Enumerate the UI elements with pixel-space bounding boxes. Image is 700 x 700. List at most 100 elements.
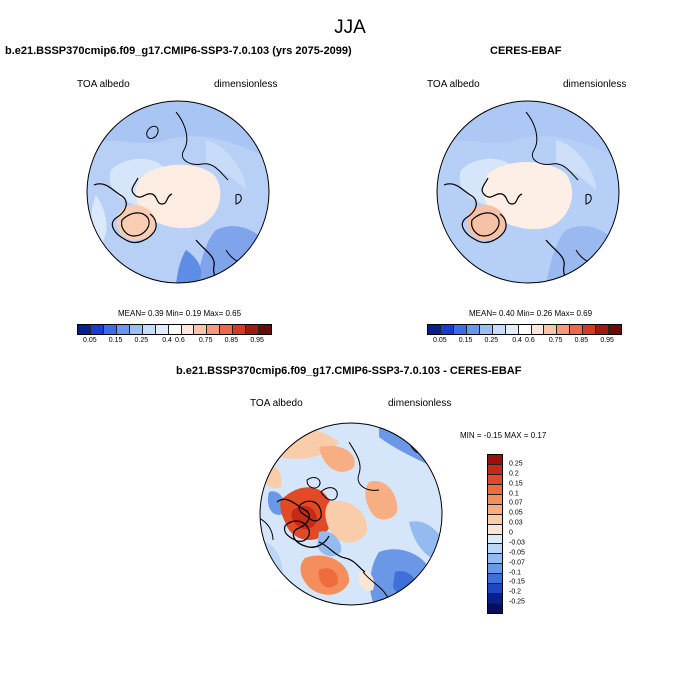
colorbar-tick-label: 0.25	[484, 337, 499, 344]
diff-colorbar-tick-label: -0.05	[509, 549, 525, 557]
colorbar-swatch	[440, 325, 454, 334]
diff-max-value: 0.17	[530, 431, 547, 440]
diff-colorbar-tick-label: -0.1	[509, 569, 522, 576]
panel-2-units-label: dimensionless	[563, 79, 627, 90]
colorbar-swatch	[596, 325, 610, 334]
panel-2-max-label: Max=	[554, 309, 575, 318]
diff-colorbar-swatch	[488, 474, 502, 485]
panel-2-mean-label: MEAN=	[469, 309, 497, 318]
diff-stats: MIN = -0.15 MAX = 0.17	[460, 431, 546, 440]
diff-colorbar-tick-label: -0.15	[509, 578, 525, 586]
colorbar-tick-label: 0.6	[525, 337, 535, 344]
colorbar-swatch	[583, 325, 597, 334]
panel-1-mean-value: 0.39	[148, 309, 164, 318]
colorbar-swatch	[557, 325, 571, 334]
colorbar-swatch	[453, 325, 467, 334]
colorbar-swatch	[155, 325, 169, 334]
diff-min-value: -0.15	[483, 431, 503, 440]
panel-1-colorbar	[77, 324, 272, 335]
colorbar-swatch	[194, 325, 208, 334]
colorbar-swatch	[116, 325, 130, 334]
panel-title-model: b.e21.BSSP370cmip6.f09_g17.CMIP6-SSP3-7.…	[5, 45, 352, 57]
colorbar-tick-label: 0.4	[512, 337, 522, 344]
panel-2-stats: MEAN= 0.40 Min= 0.26 Max= 0.69	[469, 309, 592, 318]
colorbar-swatch	[531, 325, 545, 334]
panel-1-colorbar-ticks: 0.05 0.15 0.25 0.4 0.6 0.75 0.85 0.95	[77, 337, 270, 347]
colorbar-swatch	[505, 325, 519, 334]
colorbar-swatch	[233, 325, 247, 334]
colorbar-swatch	[207, 325, 221, 334]
diff-colorbar-tick-label: 0.25	[509, 460, 523, 468]
colorbar-tick-label: 0.85	[224, 337, 239, 344]
colorbar-tick-label: 0.05	[433, 337, 447, 344]
colorbar-swatch	[570, 325, 584, 334]
diff-colorbar-tick-label: 0.05	[509, 509, 523, 517]
colorbar-swatch	[479, 325, 493, 334]
diff-variable-label: TOA albedo	[250, 398, 303, 409]
diff-colorbar-tick-label: -0.07	[509, 559, 525, 567]
panel-1-stats: MEAN= 0.39 Min= 0.19 Max= 0.65	[118, 309, 241, 318]
panel-2-mean-value: 0.40	[499, 309, 515, 318]
colorbar-swatch	[129, 325, 143, 334]
diff-colorbar-tick-label: 0.1	[509, 490, 519, 497]
diff-max-label: MAX =	[504, 431, 529, 440]
colorbar-swatch	[168, 325, 182, 334]
diff-colorbar-swatch	[488, 455, 502, 465]
panel-1-min-value: 0.19	[185, 309, 202, 318]
colorbar-swatch	[466, 325, 480, 334]
diff-polar-map	[259, 422, 443, 606]
diff-colorbar-tick-label: -0.2	[509, 588, 522, 596]
diff-colorbar-swatch	[488, 514, 502, 525]
diff-colorbar-swatch	[488, 484, 502, 495]
colorbar-tick-label: 0.95	[600, 337, 614, 344]
diff-colorbar-swatch	[488, 494, 502, 505]
diff-colorbar-swatch	[488, 574, 502, 585]
panel-title-obs: CERES-EBAF	[490, 45, 562, 57]
panel-2-min-value: 0.26	[536, 309, 553, 318]
colorbar-swatch	[181, 325, 195, 334]
colorbar-tick-label: 0.75	[198, 337, 213, 344]
colorbar-tick-label: 0.75	[548, 337, 563, 344]
colorbar-tick-label: 0.85	[574, 337, 589, 344]
diff-colorbar-tick-label: 0.07	[509, 499, 523, 507]
figure-title: JJA	[334, 17, 366, 38]
colorbar-swatch	[518, 325, 532, 334]
colorbar-tick-label: 0.6	[175, 337, 185, 344]
colorbar-swatch	[142, 325, 156, 334]
panel-2-variable-label: TOA albedo	[427, 79, 480, 90]
panel-2-min-label: Min=	[516, 309, 535, 318]
diff-panel-title: b.e21.BSSP370cmip6.f09_g17.CMIP6-SSP3-7.…	[176, 365, 522, 377]
panel-2-max-value: 0.69	[576, 309, 593, 318]
colorbar-swatch	[609, 325, 622, 334]
diff-colorbar-tick-label: 0.2	[509, 470, 519, 478]
diff-colorbar-swatch	[488, 464, 502, 475]
colorbar-swatch	[103, 325, 117, 334]
panel-1-min-label: Min=	[165, 309, 184, 318]
panel-2-colorbar-ticks: 0.05 0.15 0.25 0.4 0.6 0.75 0.85 0.95	[427, 337, 620, 347]
diff-colorbar-swatch	[488, 524, 502, 535]
panel-1-max-label: Max=	[203, 309, 224, 318]
colorbar-tick-label: 0.15	[458, 337, 473, 344]
diff-colorbar-swatch	[488, 584, 502, 595]
diff-colorbar-tick-label: 0.03	[509, 519, 523, 527]
panel-1-variable-label: TOA albedo	[77, 79, 130, 90]
diff-colorbar	[487, 454, 503, 614]
panel-2-colorbar	[427, 324, 622, 335]
diff-colorbar-swatch	[488, 504, 502, 515]
diff-colorbar-ticks: 0.25 0.2 0.15 0.1 0.07 0.05 0.03 0 -0.03 -0.05 -0.…	[509, 454, 549, 612]
colorbar-swatch	[90, 325, 104, 334]
diff-colorbar-swatch	[488, 544, 502, 555]
diff-colorbar-swatch	[488, 604, 502, 613]
colorbar-swatch	[544, 325, 558, 334]
diff-min-label: MIN =	[460, 431, 482, 440]
panel-1-max-value: 0.65	[225, 309, 242, 318]
diff-colorbar-swatch	[488, 534, 502, 545]
colorbar-swatch	[220, 325, 234, 334]
colorbar-swatch	[428, 325, 441, 334]
colorbar-tick-label: 0.95	[250, 337, 264, 344]
panel-2-polar-map	[436, 100, 620, 284]
colorbar-swatch	[78, 325, 91, 334]
diff-colorbar-swatch	[488, 594, 502, 605]
diff-colorbar-swatch	[488, 554, 502, 565]
diff-colorbar-tick-label: -0.25	[509, 598, 525, 606]
